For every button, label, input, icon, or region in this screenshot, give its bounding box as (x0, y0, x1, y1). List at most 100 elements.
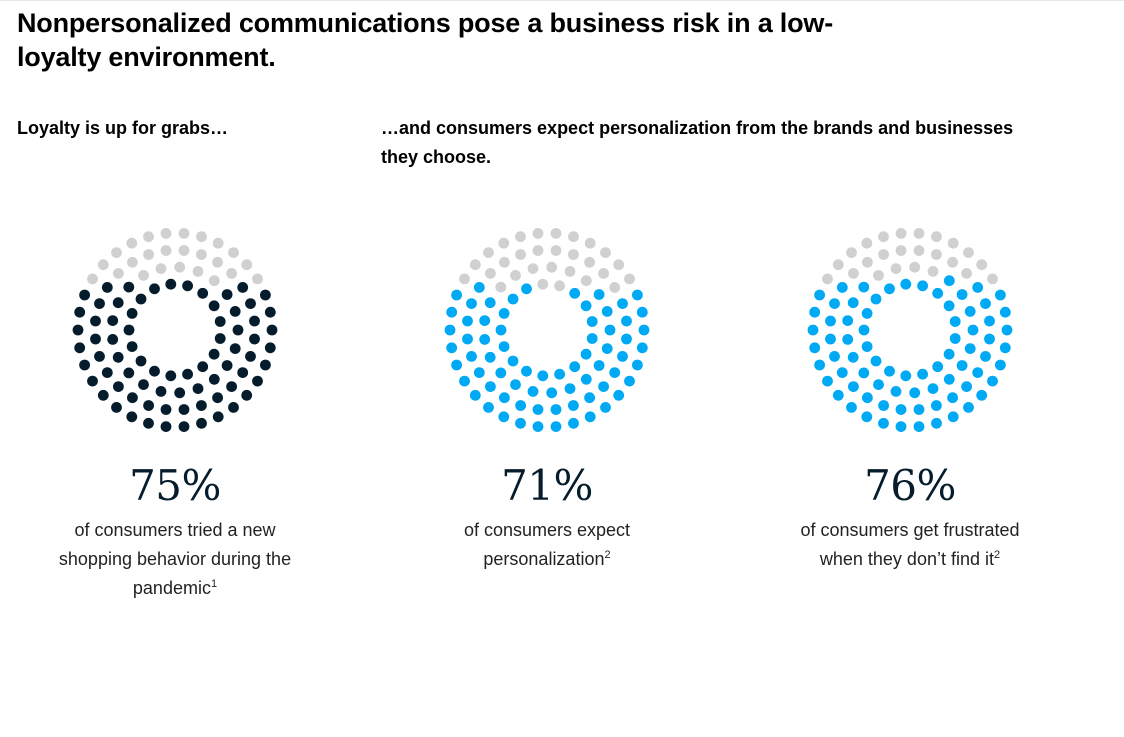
empty-dot (499, 256, 510, 268)
filled-dot (112, 297, 124, 309)
filled-dot (617, 298, 628, 309)
empty-dot (515, 231, 526, 243)
filled-dot (593, 360, 605, 371)
filled-dot (593, 289, 605, 300)
stat-description-2: of consumers expect personalization2 (417, 516, 677, 574)
empty-dot (832, 259, 844, 271)
filled-dot (126, 411, 138, 423)
filled-dot (956, 289, 968, 300)
filled-dot (931, 417, 942, 429)
filled-dot (466, 298, 477, 309)
filled-dot (807, 324, 819, 336)
filled-dot (822, 375, 833, 387)
filled-dot (569, 361, 581, 373)
empty-dot (537, 278, 549, 290)
filled-dot (143, 417, 154, 429)
filled-dot (961, 381, 972, 392)
filled-dot (943, 275, 955, 287)
filled-dot (192, 383, 204, 394)
filled-dot (473, 282, 485, 293)
filled-dot (995, 359, 1006, 371)
filled-dot (829, 298, 840, 309)
filled-dot (155, 386, 167, 397)
filled-dot (97, 389, 109, 401)
filled-dot (160, 421, 172, 432)
empty-dot (97, 259, 109, 271)
filled-dot (90, 315, 101, 327)
filled-dot (498, 341, 510, 352)
empty-dot (961, 268, 972, 279)
filled-dot (913, 404, 925, 415)
filled-dot (221, 360, 233, 371)
empty-dot (584, 237, 596, 249)
empty-dot (143, 249, 154, 260)
filled-dot (241, 389, 253, 401)
filled-dot (485, 381, 496, 392)
filled-dot (197, 287, 209, 299)
filled-dot (237, 282, 249, 293)
empty-dot (913, 228, 925, 239)
filled-dot (584, 392, 595, 404)
filled-dot (949, 333, 961, 344)
filled-dot (451, 289, 462, 301)
filled-dot (123, 367, 135, 379)
empty-dot (861, 237, 873, 249)
empty-dot (160, 245, 172, 256)
filled-dot (980, 298, 991, 309)
empty-dot (862, 256, 873, 268)
empty-dot (584, 256, 595, 268)
filled-dot (252, 375, 263, 387)
filled-dot (586, 316, 598, 327)
filled-dot (165, 370, 177, 382)
empty-dot (947, 237, 959, 249)
filled-dot (123, 324, 135, 336)
empty-dot (580, 275, 592, 287)
filled-dot (462, 333, 473, 345)
filled-dot (107, 315, 119, 326)
filled-dot (245, 298, 256, 309)
filled-dot (196, 417, 207, 429)
filled-dot (963, 402, 974, 413)
filled-dot (956, 360, 968, 371)
filled-dot (546, 387, 558, 399)
filled-dot (895, 404, 907, 415)
filled-dot (999, 342, 1011, 354)
filled-dot (135, 355, 147, 367)
empty-dot (624, 273, 635, 285)
filled-dot (182, 368, 193, 380)
filled-dot (94, 298, 105, 309)
filled-dot (984, 315, 995, 327)
dot-donut-chart-1 (72, 228, 278, 432)
empty-dot (890, 263, 902, 274)
filled-dot (72, 324, 84, 336)
filled-dot (74, 342, 86, 354)
empty-dot (546, 261, 558, 273)
empty-dot (143, 231, 154, 243)
filled-dot (636, 342, 648, 354)
filled-dot (149, 283, 160, 295)
empty-dot (878, 249, 889, 260)
filled-dot (900, 370, 912, 382)
filled-dot (870, 293, 882, 305)
filled-dot (858, 281, 870, 293)
filled-dot (847, 297, 859, 309)
filled-dot (127, 392, 138, 404)
filled-dot (878, 417, 889, 429)
filled-dot (111, 402, 122, 413)
empty-dot (485, 268, 496, 279)
filled-dot (861, 341, 873, 352)
filled-dot (836, 282, 848, 293)
filled-dot (138, 379, 149, 390)
empty-dot (126, 237, 138, 249)
filled-dot (237, 367, 249, 378)
footnote-marker-2: 2 (604, 549, 611, 561)
filled-dot (510, 379, 521, 390)
empty-dot (527, 263, 539, 274)
top-rule (0, 0, 1124, 1)
filled-dot (112, 351, 124, 363)
filled-dot (580, 300, 592, 312)
stat-block-1: 75% of consumers tried a new shopping be… (25, 220, 325, 603)
filled-dot (613, 389, 625, 401)
stat-description-3: of consumers get frustrated when they do… (780, 516, 1040, 574)
empty-dot (160, 228, 172, 239)
